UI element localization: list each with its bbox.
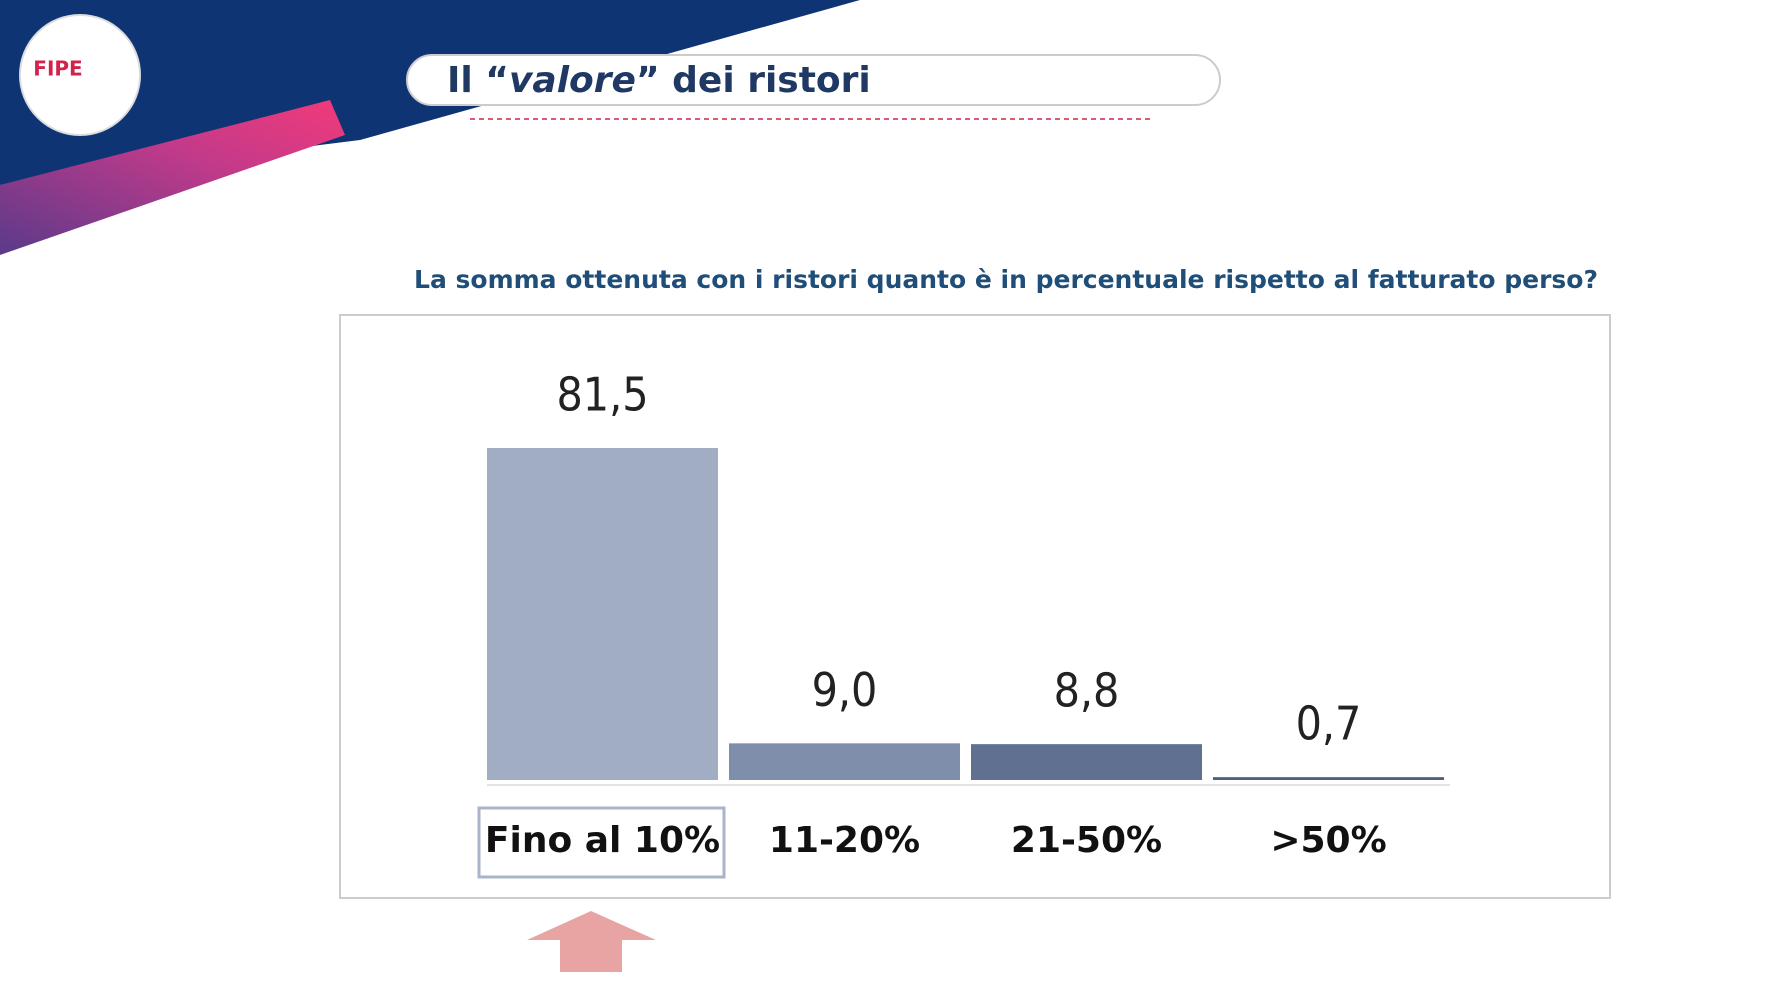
pointer-arrow [527, 911, 656, 972]
chart-subtitle: La somma ottenuta con i ristori quanto è… [414, 265, 1598, 294]
header-stripe [0, 100, 345, 255]
x-tick-label: 11-20% [769, 820, 920, 861]
slide-title: Il “valore” dei ristori [447, 60, 871, 101]
title-part: valore [509, 60, 636, 101]
x-tick-label: 21-50% [1011, 820, 1162, 861]
data-label: 8,8 [1054, 664, 1120, 718]
highlight-box [477, 806, 726, 879]
data-label: 9,0 [812, 663, 878, 717]
data-label: 0,7 [1296, 697, 1362, 751]
x-tick-label: Fino al 10% [485, 820, 720, 861]
bar [487, 448, 718, 780]
logo [19, 14, 141, 136]
bar [729, 743, 960, 780]
logo-text: FIPE [33, 57, 82, 81]
bar [971, 744, 1202, 780]
title-part: ” dei ristori [636, 60, 871, 101]
title-pill [406, 54, 1221, 106]
data-label: 81,5 [556, 368, 648, 422]
title-part: Il “ [447, 60, 509, 101]
bar [1213, 777, 1444, 780]
x-tick-label: >50% [1270, 820, 1386, 861]
